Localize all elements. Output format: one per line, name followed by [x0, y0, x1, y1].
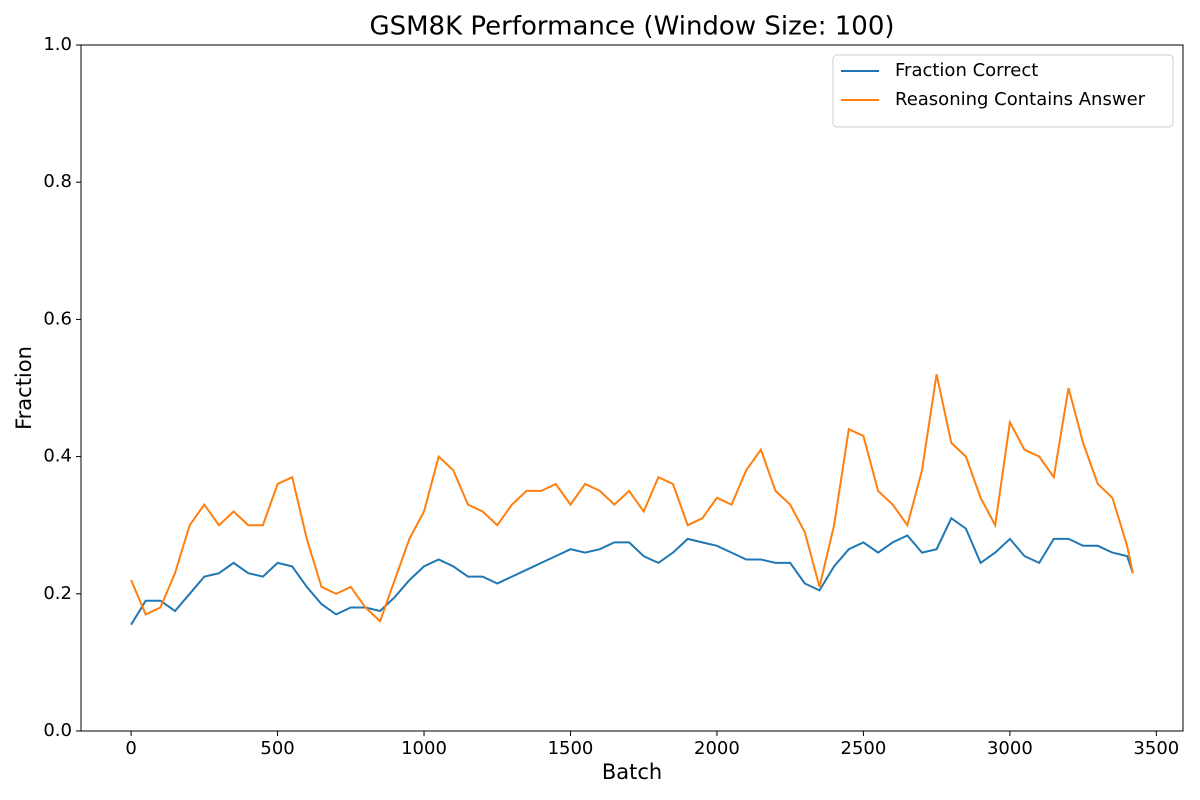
y-tick-label: 1.0	[43, 34, 72, 55]
legend-label: Reasoning Contains Answer	[895, 89, 1146, 110]
x-tick-label: 2500	[841, 738, 887, 759]
y-tick-label: 0.6	[43, 308, 72, 329]
series-line	[130, 374, 1134, 623]
y-tick-label: 0.8	[43, 171, 72, 192]
plot-frame	[80, 44, 1184, 732]
x-axis-label: Batch	[602, 760, 662, 784]
series-line	[130, 516, 1134, 626]
y-axis-label: Fraction	[12, 346, 36, 430]
x-tick-label: 1500	[548, 738, 594, 759]
y-tick-label: 0.0	[43, 720, 72, 741]
y-tick-label: 0.2	[43, 583, 72, 604]
x-tick-label: 3500	[1133, 738, 1179, 759]
legend-label: Fraction Correct	[895, 60, 1038, 81]
y-tick-label: 0.4	[43, 446, 72, 467]
x-tick-label: 0	[125, 738, 136, 759]
x-tick-label: 3000	[987, 738, 1033, 759]
x-tick-label: 1000	[401, 738, 447, 759]
legend-box	[832, 54, 1174, 128]
x-tick-label: 500	[260, 738, 294, 759]
x-tick-label: 2000	[694, 738, 740, 759]
chart-title: GSM8K Performance (Window Size: 100)	[369, 12, 894, 42]
